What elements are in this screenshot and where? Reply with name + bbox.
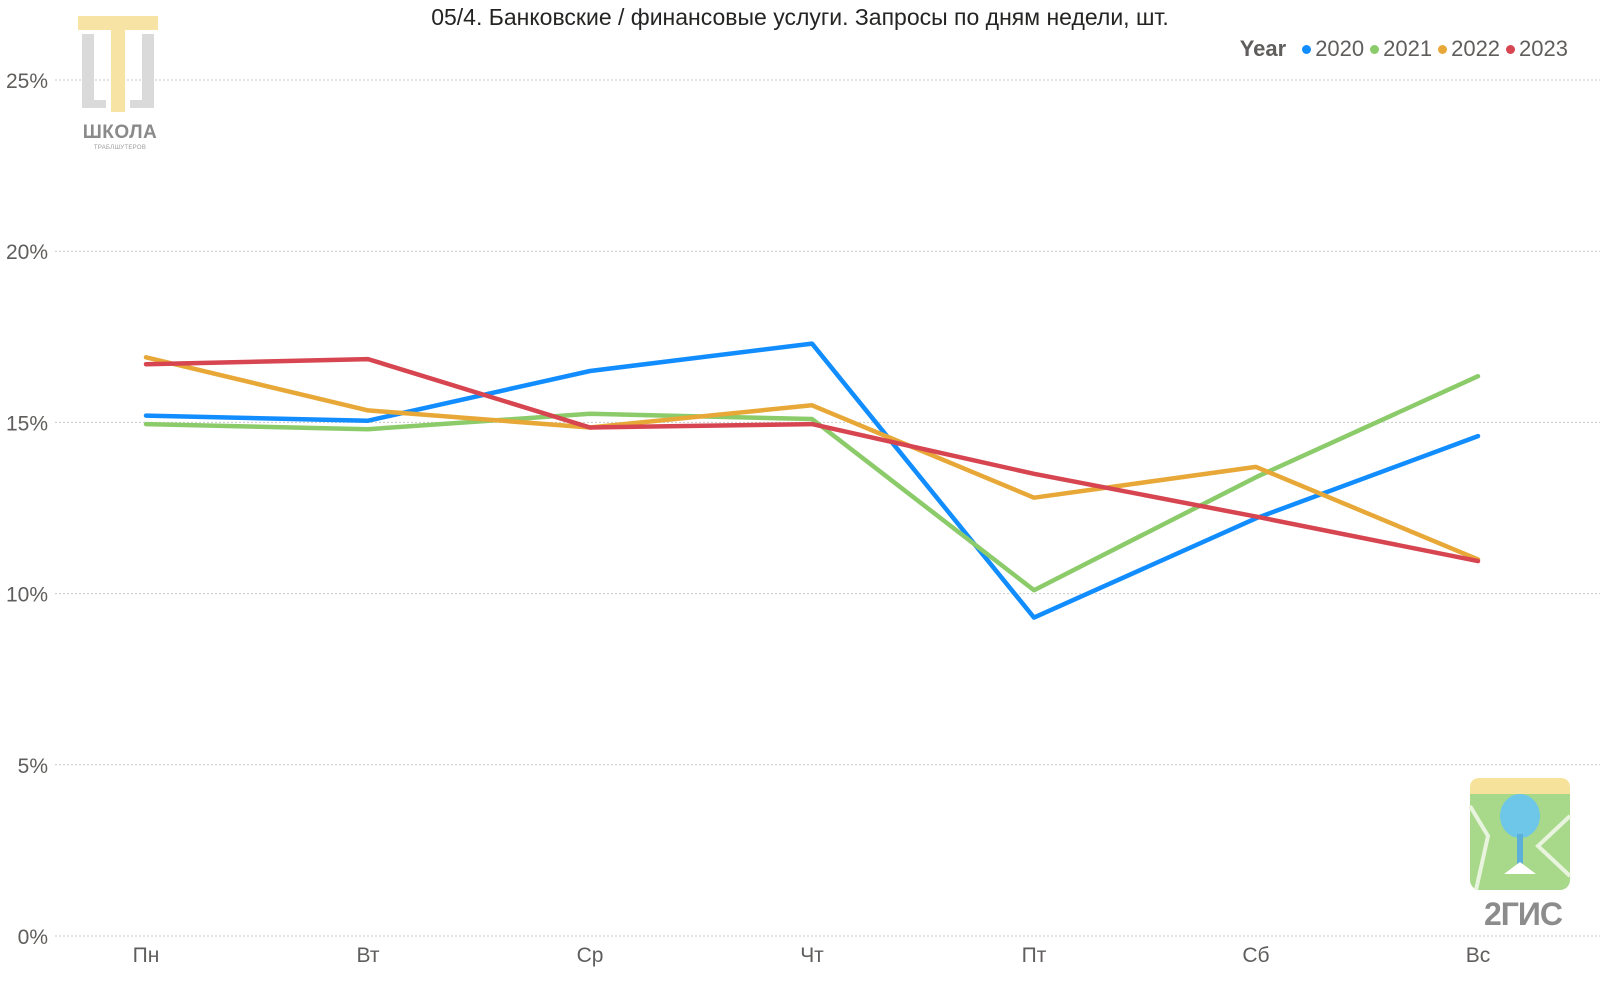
x-tick-label: Чт [800,944,824,967]
legend-dot-icon [1506,44,1516,54]
x-tick-label: Ср [577,944,604,967]
legend-label: 2021 [1383,36,1433,61]
x-tick-label: Вс [1466,944,1491,967]
legend-label: 2023 [1519,36,1568,61]
legend-dot-icon [1370,44,1380,54]
legend-item-2020[interactable]: 2020 [1302,36,1364,62]
series-line-2022[interactable] [143,355,1481,562]
series-lines [143,341,1481,620]
y-tick-label: 5% [18,755,48,778]
x-tick-label: Вт [357,944,380,967]
school-logo-title: ШКОЛА [82,122,158,143]
legend-item-2022[interactable]: 2022 [1438,36,1500,62]
school-logo: ШКОЛА ТРАБЛШУТЕРОВ [78,16,162,151]
2gis-logo: 2ГИС [1468,776,1578,932]
y-tick-label: 0% [18,926,48,949]
legend-title: Year [1239,36,1287,61]
legend-dot-icon [1302,44,1312,54]
y-tick-label: 10% [6,584,48,607]
y-axis: 0% 5% 10% 15% 20% 25% [6,70,48,949]
y-tick-label: 15% [6,412,48,435]
gridlines [55,79,1600,937]
x-axis: Пн Вт Ср Чт Пт Сб Вс [133,944,1491,967]
series-line-2020[interactable] [143,341,1481,620]
legend-dot-icon [1438,44,1448,54]
legend-item-2021[interactable]: 2021 [1370,36,1432,62]
2gis-logo-icon [1468,778,1572,891]
school-logo-subtitle: ТРАБЛШУТЕРОВ [93,145,147,151]
2gis-logo-title: 2ГИС [1483,896,1563,932]
legend-label: 2022 [1451,36,1501,61]
legend-item-2023[interactable]: 2023 [1506,36,1568,62]
legend-label: 2020 [1315,36,1365,61]
x-tick-label: Пт [1022,944,1047,967]
y-tick-label: 20% [6,241,48,264]
chart-title: 05/4. Банковские / финансовые услуги. За… [431,4,1169,30]
y-tick-label: 25% [6,70,48,93]
x-tick-label: Сб [1242,944,1269,967]
x-tick-label: Пн [133,944,160,967]
legend: Year 2020 2021 2022 2023 [1240,36,1568,62]
series-line-2023[interactable] [143,356,1481,564]
series-line-2021[interactable] [143,373,1481,593]
school-logo-icon [78,16,158,112]
